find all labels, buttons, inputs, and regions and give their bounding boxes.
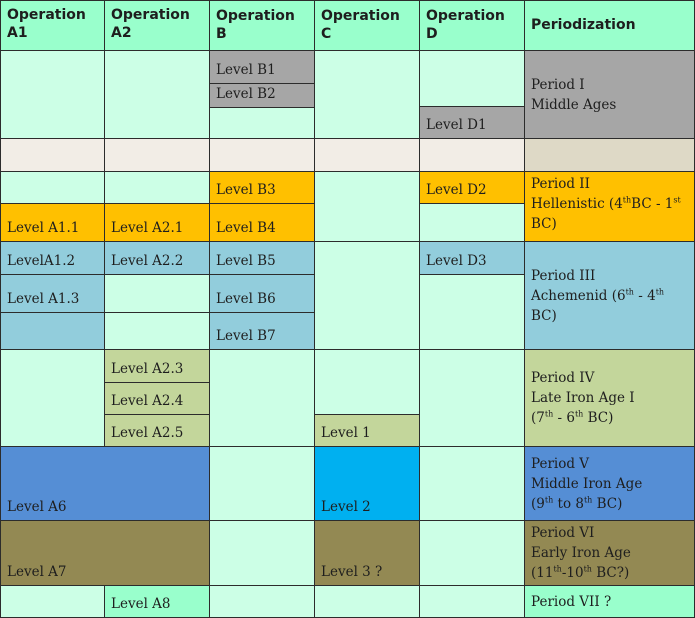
level-b6-cell: Level B6 (210, 275, 315, 313)
level-a1-2-cell: LevelA1.2 (0, 242, 105, 275)
level-a2-4-cell: Level A2.4 (105, 383, 210, 415)
period-name: Period I (531, 76, 585, 93)
period-range: (9th to 8th BC) (531, 495, 623, 512)
empty-cell (210, 586, 315, 618)
empty-cell (315, 350, 420, 415)
period-vii-cell: Period VII ? (525, 586, 695, 618)
empty-cell (420, 51, 525, 107)
empty-cell (0, 586, 105, 618)
period-name: Period III (531, 267, 596, 284)
header-operation-b: Operation B (210, 0, 315, 51)
level-a1-1-cell: Level A1.1 (0, 204, 105, 242)
level-b5-cell: Level B5 (210, 242, 315, 275)
period-v-cell: Period V Middle Iron Age (9th to 8th BC) (525, 447, 695, 521)
level-b2-cell: Level B2 (210, 84, 315, 108)
empty-cell (315, 172, 420, 242)
empty-cell (210, 350, 315, 447)
level-b4-cell: Level B4 (210, 204, 315, 242)
level-a2-2-cell: Level A2.2 (105, 242, 210, 275)
separator-cell (0, 139, 105, 172)
empty-cell (210, 521, 315, 586)
level-b3-cell: Level B3 (210, 172, 315, 204)
empty-cell (315, 586, 420, 618)
level-d2-cell: Level D2 (420, 172, 525, 204)
level-2-cell: Level 2 (315, 447, 420, 521)
period-label-cont: BC) (531, 216, 557, 232)
period-label: Achemenid (6th - 4th BC) (531, 287, 665, 324)
period-label: Middle Ages (531, 96, 617, 113)
empty-cell (105, 275, 210, 313)
empty-cell (210, 447, 315, 521)
header-operation-a2: Operation A2 (105, 0, 210, 51)
level-1-cell: Level 1 (315, 415, 420, 447)
period-iii-cell: Period III Achemenid (6th - 4th BC) (525, 242, 695, 350)
level-3-cell: Level 3 ? (315, 521, 420, 586)
period-iv-cell: Period IV Late Iron Age I (7th - 6th BC) (525, 350, 695, 447)
empty-cell (420, 521, 525, 586)
level-a2-3-cell: Level A2.3 (105, 350, 210, 383)
empty-cell (210, 108, 315, 139)
empty-cell (315, 51, 420, 139)
period-range: (7th - 6th BC) (531, 409, 614, 426)
empty-cell (105, 51, 210, 139)
level-a6-cell: Level A6 (0, 447, 210, 521)
empty-cell (420, 204, 525, 242)
level-a2-5-cell: Level A2.5 (105, 415, 210, 447)
level-d1-cell: Level D1 (420, 107, 525, 139)
period-name: Period VI (531, 525, 595, 541)
empty-cell (105, 313, 210, 350)
period-name: Period V (531, 455, 590, 472)
empty-cell (0, 350, 105, 447)
header-operation-a1: Operation A1 (0, 0, 105, 51)
level-d3-cell: Level D3 (420, 242, 525, 275)
empty-cell (420, 350, 525, 447)
period-range: (11th-10th BC?) (531, 564, 630, 581)
period-name: Period VII ? (531, 593, 612, 610)
empty-cell (315, 242, 420, 350)
level-a1-3-cell: Level A1.3 (0, 275, 105, 313)
level-b1-cell: Level B1 (210, 51, 315, 84)
empty-cell (0, 313, 105, 350)
separator-cell (105, 139, 210, 172)
separator-cell (420, 139, 525, 172)
period-vi-cell: Period VI Early Iron Age (11th-10th BC?) (525, 521, 695, 586)
separator-cell (210, 139, 315, 172)
header-operation-c: Operation C (315, 0, 420, 51)
header-periodization: Periodization (525, 0, 695, 51)
separator-cell (315, 139, 420, 172)
period-name: Period II (531, 176, 590, 192)
period-label: Middle Iron Age (531, 475, 643, 492)
period-ii-cell: Period II Hellenistic (4thBC - 1st BC) (525, 172, 695, 242)
period-label: Early Iron Age (531, 545, 631, 561)
level-b7-cell: Level B7 (210, 313, 315, 350)
level-a7-cell: Level A7 (0, 521, 210, 586)
header-operation-d: Operation D (420, 0, 525, 51)
empty-cell (105, 172, 210, 204)
period-name: Period IV (531, 370, 595, 386)
period-label: Hellenistic (4thBC - 1st (531, 195, 681, 212)
empty-cell (420, 447, 525, 521)
level-a8-cell: Level A8 (105, 586, 210, 618)
empty-cell (420, 275, 525, 350)
period-i-cell: Period I Middle Ages (525, 51, 695, 139)
level-a2-1-cell: Level A2.1 (105, 204, 210, 242)
period-label: Late Iron Age I (531, 390, 635, 406)
empty-cell (420, 586, 525, 618)
separator-cell (525, 139, 695, 172)
empty-cell (0, 51, 105, 139)
empty-cell (0, 172, 105, 204)
